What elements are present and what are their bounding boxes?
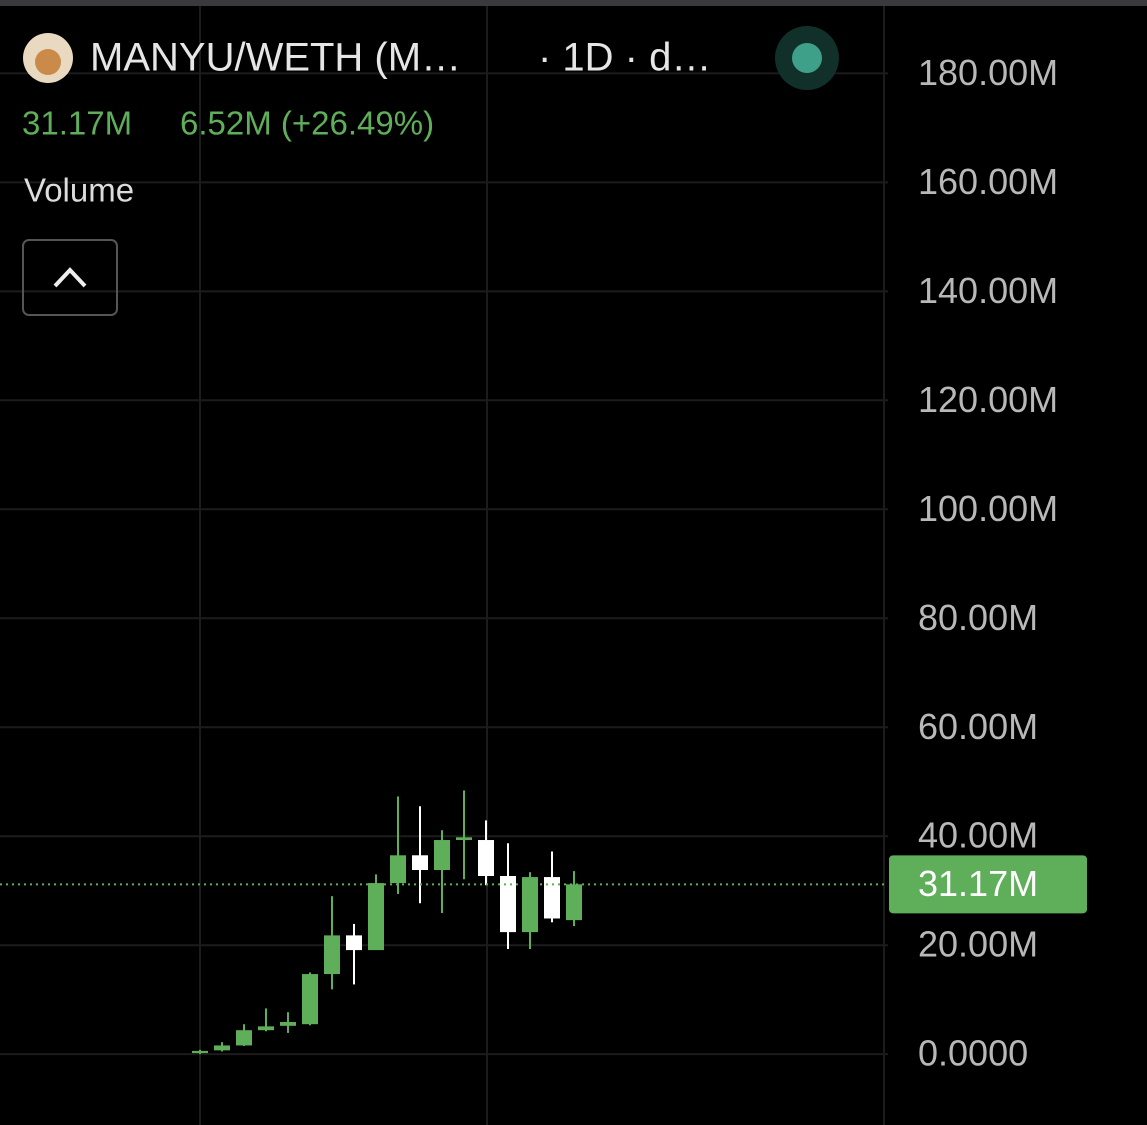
avatar-face — [35, 49, 61, 75]
candle-body — [434, 840, 450, 870]
candle-body — [500, 875, 516, 933]
candle-body — [324, 935, 340, 975]
top-border — [0, 0, 1147, 6]
candle-body — [478, 840, 494, 876]
y-tick-label: 80.00M — [918, 597, 1038, 638]
candle-body — [390, 855, 406, 884]
y-tick-label: 100.00M — [918, 488, 1058, 529]
candle-body — [456, 837, 472, 841]
grid — [0, 72, 888, 1056]
status-dot — [792, 43, 822, 73]
candle-body — [280, 1022, 296, 1026]
y-tick-label: 180.00M — [918, 52, 1058, 93]
y-tick-label: 140.00M — [918, 270, 1058, 311]
collapse-button[interactable] — [22, 239, 118, 316]
last-value: 31.17M — [22, 105, 132, 142]
candle-body — [566, 884, 582, 921]
candle-body — [302, 974, 318, 1025]
y-tick-label: 20.00M — [918, 924, 1038, 965]
y-tick-label: 40.00M — [918, 815, 1038, 856]
candle-body — [346, 935, 362, 951]
candle-body — [412, 855, 428, 870]
candle-body — [544, 877, 560, 919]
y-tick-label: 120.00M — [918, 379, 1058, 420]
plot — [192, 790, 582, 1055]
y-tick-label: 60.00M — [918, 706, 1038, 747]
candle-body — [522, 877, 538, 933]
candle-body — [258, 1026, 274, 1031]
change: 6.52M (+26.49%) — [180, 105, 434, 142]
candle-body — [192, 1050, 208, 1054]
y-tick-label: 0.0000 — [918, 1033, 1028, 1074]
pair-title: MANYU/WETH (M… — [90, 36, 461, 80]
candle-body — [368, 883, 384, 951]
indicator-label: Volume — [24, 172, 134, 209]
y-tick-label: 160.00M — [918, 161, 1058, 202]
last-value-box — [889, 855, 1087, 914]
interval: · 1D · d… — [538, 36, 711, 80]
chevron-icon — [53, 267, 87, 288]
candle-body — [236, 1030, 252, 1046]
candle-body — [214, 1045, 230, 1051]
last-value-label: 31.17M — [918, 863, 1038, 904]
